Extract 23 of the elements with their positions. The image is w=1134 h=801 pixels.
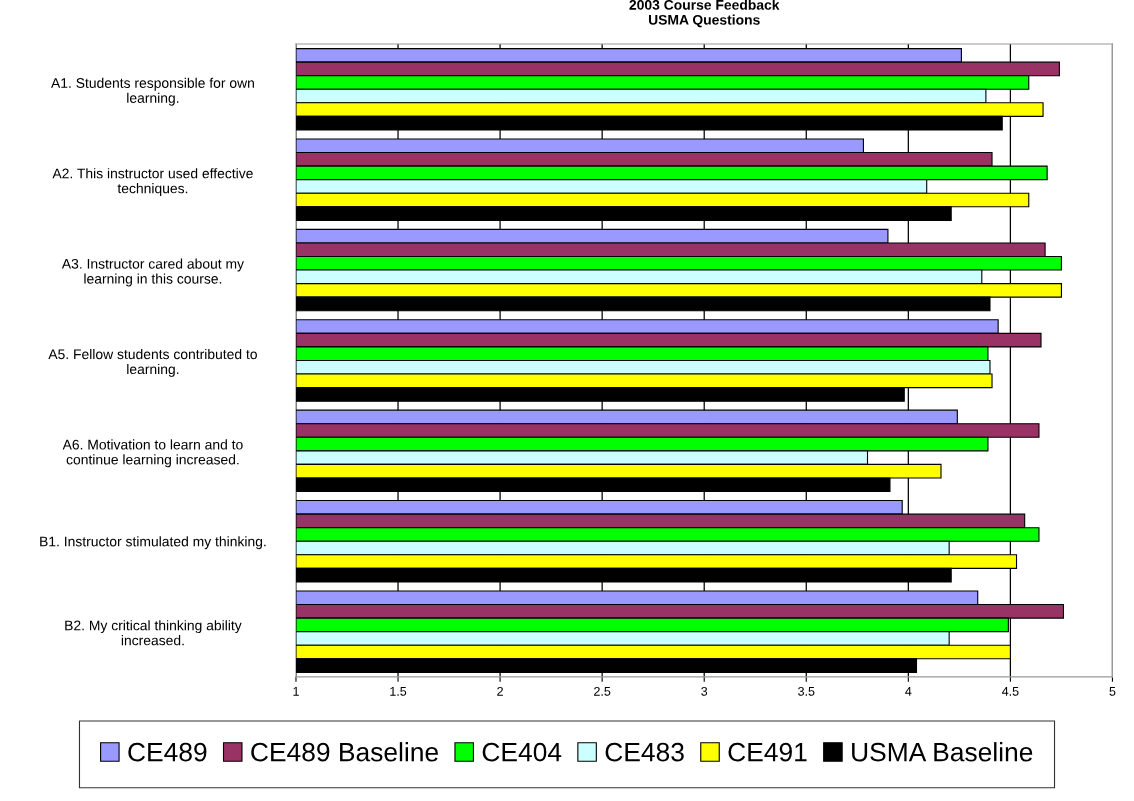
y-tick-label: A6. Motivation to learn and to continue learning increased. [62, 439, 243, 468]
legend-label: USMA Baseline [852, 742, 1033, 762]
y-tick-label: A5. Fellow students contributed to learning. [48, 348, 257, 377]
y-tick-label: B2. My critical thinking ability increased. [65, 620, 242, 646]
x-tick-label: 4 [905, 687, 912, 696]
legend-label: CE489 Baseline [251, 742, 438, 762]
legend-label: CE483 [605, 742, 684, 762]
y-tick-label: A3. Instructor cared about my learning in this course. [61, 258, 244, 287]
y-tick-label: B1. Instructor stimulated my thinking. [40, 536, 266, 550]
legend-label: CE404 [482, 742, 562, 762]
x-tick-label: 3.5 [798, 686, 815, 696]
x-tick-label: 3 [701, 686, 708, 696]
chart-title: 2003 Course Feedback USMA Questions [629, 0, 780, 28]
y-tick-label: A1. Students responsible for own learning. [51, 77, 254, 106]
legend-label: CE491 [728, 742, 807, 762]
x-tick-label: 4.5 [1001, 687, 1019, 696]
legend-label: CE489 [128, 742, 207, 762]
y-tick-label: A2. This instructor used effective techniques. [52, 168, 253, 197]
x-tick-label: 1 [293, 687, 299, 696]
x-tick-label: 2.5 [594, 686, 611, 696]
x-tick-label: 2 [497, 686, 503, 696]
x-tick-label: 1.5 [390, 687, 407, 696]
x-tick-label: 5 [1109, 687, 1116, 696]
